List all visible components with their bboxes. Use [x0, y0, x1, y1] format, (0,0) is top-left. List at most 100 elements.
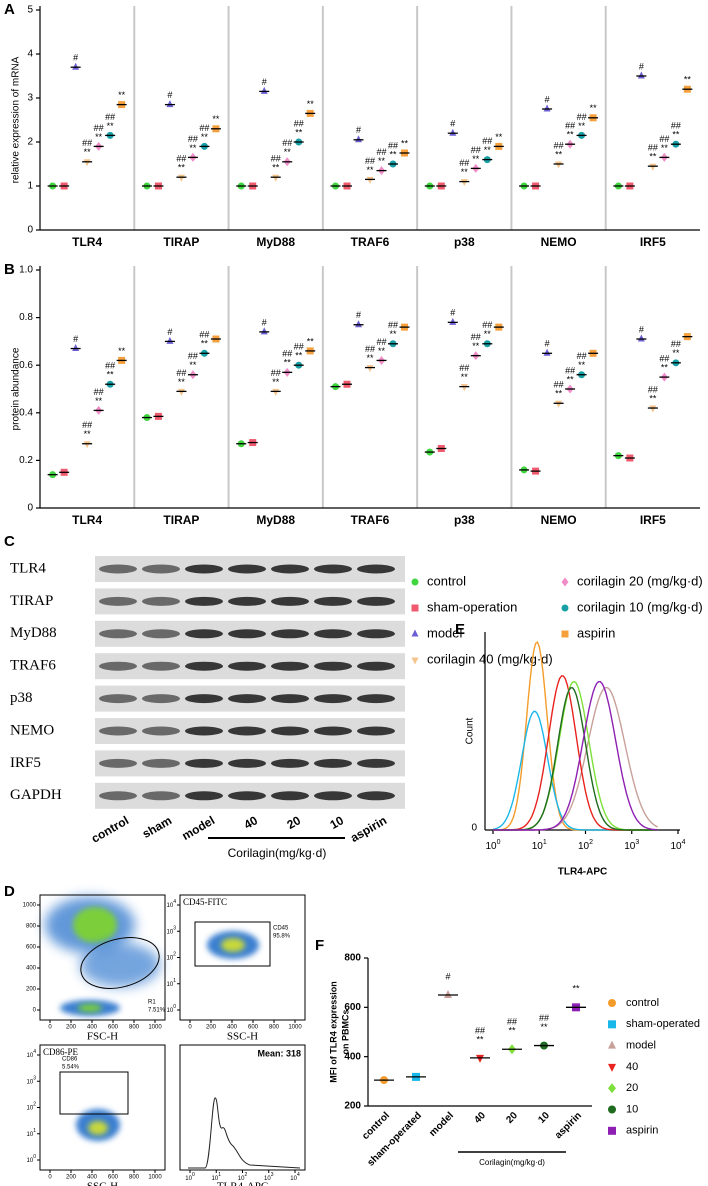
marker [355, 320, 362, 328]
significance: ## [282, 349, 292, 359]
significance: ** [476, 1034, 484, 1044]
log-exponent: 3 [33, 1076, 36, 1082]
significance: ## [376, 147, 386, 157]
significance: ## [94, 123, 104, 133]
significance: ** [307, 99, 315, 109]
log-base: 10 [27, 1105, 34, 1111]
significance: ## [565, 121, 575, 131]
y-tick-label: 104 [167, 899, 177, 908]
histogram-curve [493, 687, 658, 831]
marker [260, 327, 268, 335]
legend-marker [608, 1105, 616, 1114]
significance: ** [307, 336, 315, 346]
significance: ** [84, 429, 92, 439]
gate [80, 937, 160, 989]
significance: ## [271, 368, 281, 378]
significance: ** [484, 329, 492, 339]
blot-band [142, 661, 180, 671]
y-tick-label: 101 [167, 978, 177, 987]
y-tick-label: 200 [344, 1101, 361, 1112]
y-tick-label: 0 [471, 823, 477, 834]
blot-row-label: NEMO [10, 722, 54, 738]
log-base: 10 [578, 841, 590, 852]
flow-x-label: SSC-H [87, 1181, 118, 1186]
significance: ** [472, 341, 480, 351]
marker [166, 336, 174, 344]
flow-x-label: SSC-H [227, 1031, 258, 1043]
gate-name: R1 [148, 1000, 156, 1006]
panel-label: C [4, 533, 15, 550]
lane-label: 40 [242, 813, 261, 832]
blot-band [142, 758, 180, 768]
log-base: 10 [670, 841, 682, 852]
x-tick-label: TRAF6 [351, 513, 390, 527]
x-tick-label: IRF5 [640, 235, 666, 249]
blot-band [314, 758, 352, 768]
y-tick-label: 103 [27, 1076, 37, 1085]
x-tick-label: 103 [264, 1172, 274, 1181]
flow-y-label: CD45-FITC [183, 897, 227, 907]
blot-row-label: GAPDH [10, 787, 62, 803]
group-label: Corilagin(mg/kg·d) [479, 1158, 545, 1167]
legend-label: aspirin [626, 1125, 658, 1137]
legend-marker [411, 657, 419, 665]
y-tick-label: 5 [27, 5, 33, 16]
significance: ## [565, 365, 575, 375]
group-label: Corilagin(mg/kg·d) [228, 846, 327, 860]
significance: # [639, 61, 644, 71]
x-tick-label: 102 [578, 839, 593, 852]
x-tick-label: 102 [238, 1172, 248, 1181]
blot-band [314, 596, 352, 606]
significance: ** [118, 90, 126, 100]
legend-label: corilagin 10 (mg/kg·d) [577, 599, 703, 614]
blot-band [314, 791, 352, 801]
significance: ** [590, 103, 598, 113]
x-tick-label: 200 [66, 1025, 77, 1031]
marker [177, 174, 185, 182]
histogram-curve [493, 681, 658, 831]
marker [460, 179, 468, 187]
y-tick-label: 0 [27, 503, 33, 514]
y-tick-label: 2 [27, 137, 33, 148]
log-exponent: 2 [33, 1102, 36, 1108]
x-tick-label: 800 [129, 1175, 140, 1181]
flow-frame [39, 894, 166, 1021]
blot-band [271, 726, 309, 736]
legend-label: corilagin 20 (mg/kg·d) [577, 573, 703, 588]
log-base: 10 [167, 929, 174, 935]
lane-label: aspirin [348, 813, 389, 845]
significance: ## [539, 1013, 549, 1023]
log-exponent: 2 [589, 839, 593, 846]
blot-band [314, 726, 352, 736]
marker [649, 405, 657, 413]
x-tick-label: TIRAP [163, 235, 199, 249]
significance: ** [107, 121, 115, 131]
significance: ## [199, 330, 209, 340]
blot-row-label: MyD88 [10, 625, 57, 641]
x-tick-label: 400 [87, 1025, 98, 1031]
x-tick-label: MyD88 [256, 235, 295, 249]
x-tick-label: 600 [108, 1175, 119, 1181]
gate [59, 1071, 129, 1115]
significance: ## [365, 344, 375, 354]
x-tick-label: 101 [532, 839, 547, 852]
significance: # [545, 94, 550, 104]
significance: ## [648, 384, 658, 394]
x-tick-label: NEMO [541, 235, 577, 249]
x-tick-label: aspirin [553, 1110, 584, 1141]
flow-x-label: TLR4-APC [217, 1181, 268, 1186]
significance: ** [118, 346, 126, 356]
y-tick-label: 600 [26, 945, 37, 951]
y-tick-label: 1 [27, 181, 33, 192]
blot-band [185, 726, 223, 736]
marker [177, 388, 185, 396]
significance: ** [95, 132, 103, 142]
legend-label: 20 [626, 1082, 638, 1094]
marker [637, 71, 645, 79]
x-tick-label: p38 [454, 235, 475, 249]
blot-row-label: TRAF6 [10, 658, 56, 674]
y-tick-label: 102 [167, 952, 177, 961]
x-tick-label: 100 [185, 1172, 195, 1181]
x-tick-label: 800 [129, 1025, 140, 1031]
gate-value: 7.51% [148, 1008, 166, 1014]
